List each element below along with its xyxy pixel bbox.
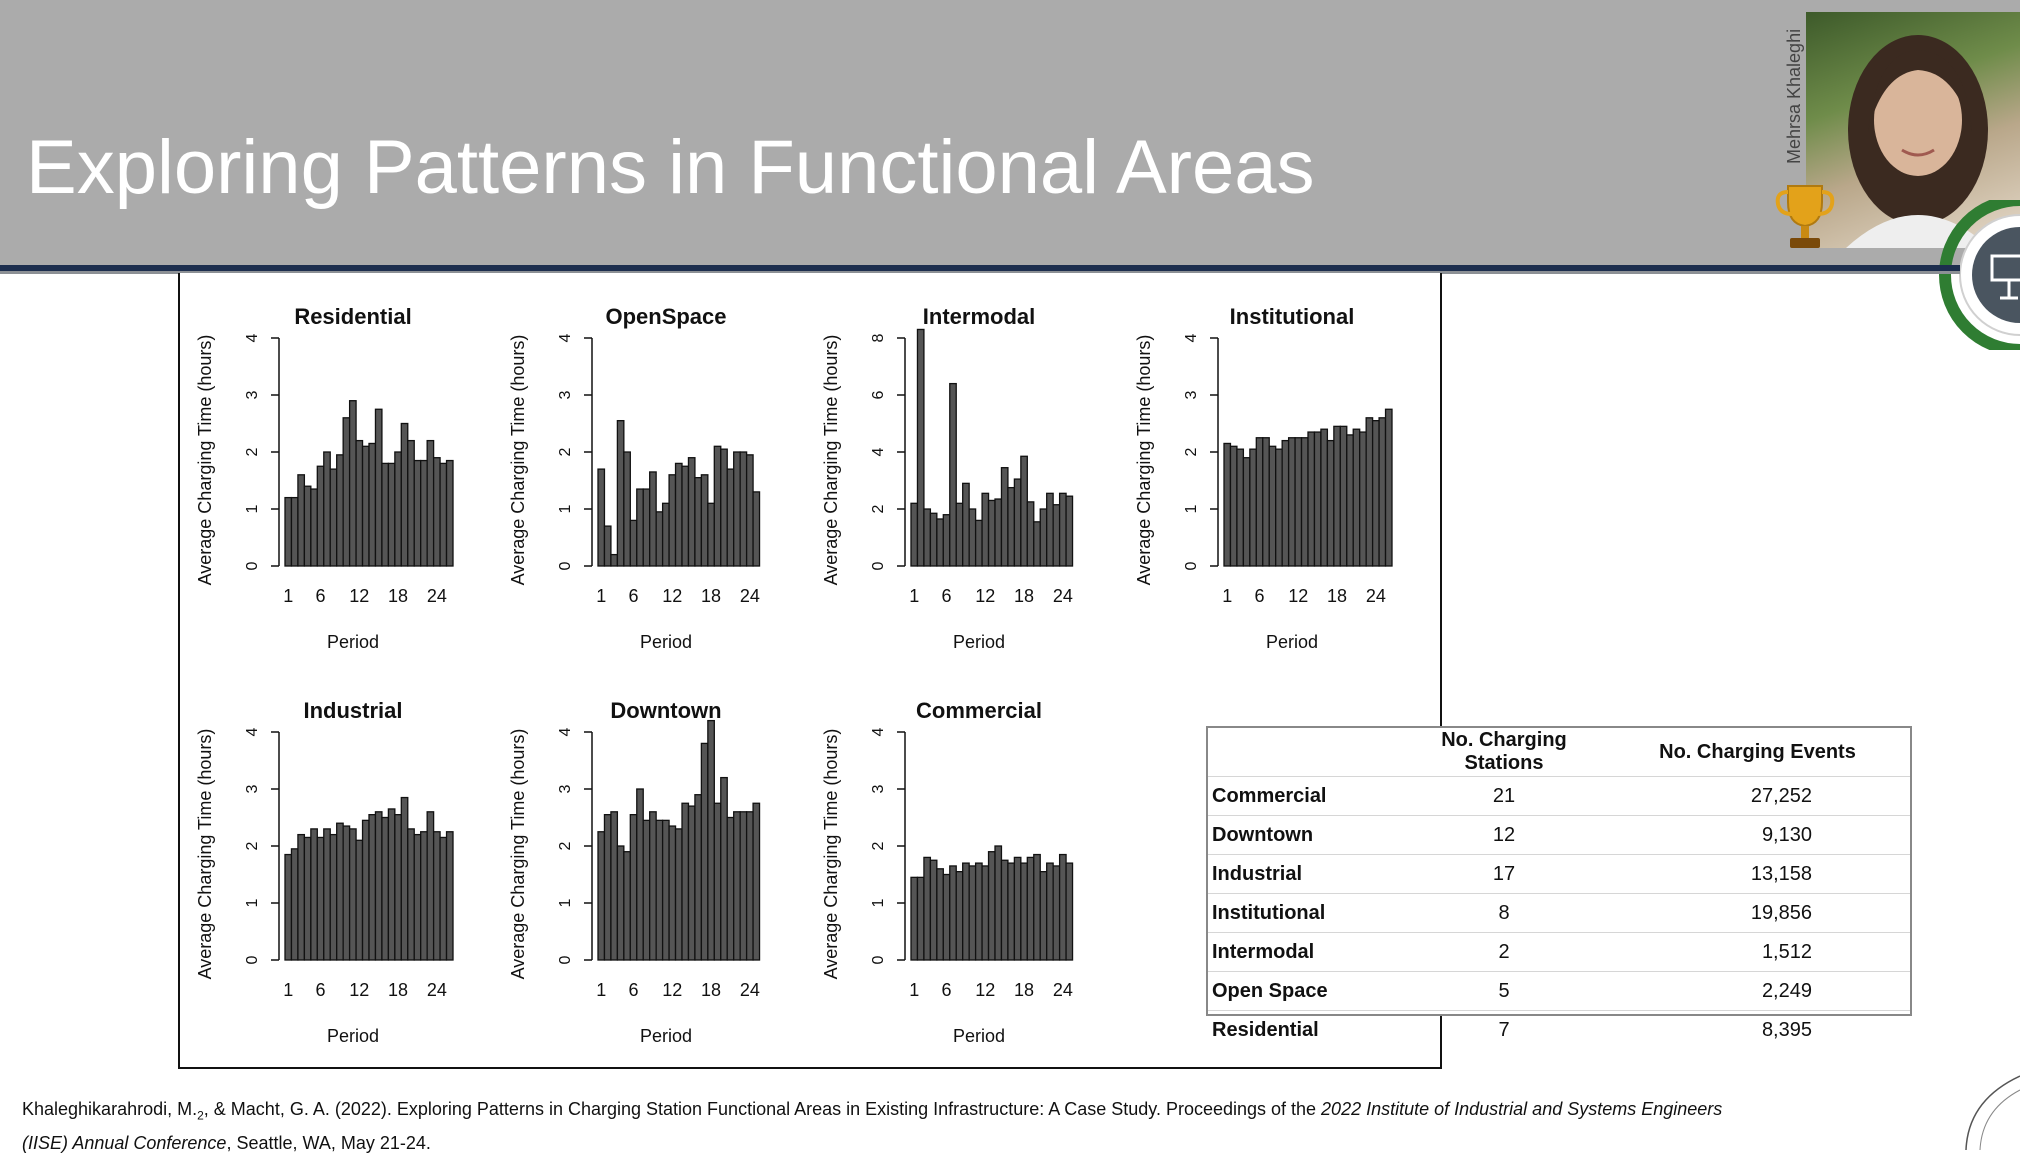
presenter-name: Mehrsa Khaleghi xyxy=(1784,28,1804,164)
table-cell-stations: 7 xyxy=(1498,1018,1510,1041)
table-cell-events: 27,252 xyxy=(1750,784,1812,807)
slide-header xyxy=(0,0,2020,265)
presenter-avatar-icon xyxy=(1846,35,1990,248)
header-rule-secondary xyxy=(0,271,1960,274)
table-cell-area: Industrial xyxy=(1212,862,1303,885)
table-cell-events: 1,512 xyxy=(1761,940,1812,963)
table-cell-events: 19,856 xyxy=(1750,901,1812,924)
table-cell-stations: 8 xyxy=(1498,901,1510,924)
table-row: Residential 7 8,395 xyxy=(1208,1010,1910,1050)
citation-body: , & Macht, G. A. (2022). Exploring Patte… xyxy=(203,1099,1322,1119)
table-cell-events: 13,158 xyxy=(1750,862,1812,885)
stations-table: No. Charging Stations No. Charging Event… xyxy=(1206,726,1912,1041)
table-cell-stations: 21 xyxy=(1492,784,1516,807)
table-cell-area: Residential xyxy=(1212,1018,1319,1041)
presentation-screen-icon xyxy=(1939,200,2020,350)
header-rule xyxy=(0,265,1960,271)
table-row: Open Space 5 2,249 xyxy=(1208,971,1910,1011)
table-cell-area: Institutional xyxy=(1212,901,1326,924)
table-cell-events: 2,249 xyxy=(1761,979,1812,1002)
table-cell-stations: 2 xyxy=(1498,940,1510,963)
table-cell-area: Intermodal xyxy=(1212,940,1315,963)
table-row: Industrial 17 13,158 xyxy=(1208,854,1910,894)
table-cell-stations: 5 xyxy=(1498,979,1510,1002)
table-cell-events: 8,395 xyxy=(1761,1018,1812,1041)
table-header-stations: No. Charging Stations xyxy=(1441,729,1567,774)
table-cell-area: Downtown xyxy=(1212,823,1314,846)
citation-author-sub: 2 xyxy=(197,1108,204,1123)
corner-swoosh-icon xyxy=(1965,1075,2020,1150)
citation: Khaleghikarahrodi, M.2, & Macht, G. A. (… xyxy=(22,1096,1762,1157)
table-cell-area: Open Space xyxy=(1212,979,1328,1002)
table-header-events: No. Charging Events xyxy=(1659,740,1856,763)
citation-venue: 2022 Institute of Industrial and Systems… xyxy=(22,1099,1723,1153)
trophy-icon xyxy=(1775,185,1835,248)
table-cell-stations: 17 xyxy=(1492,862,1516,885)
table-row: Institutional 8 19,856 xyxy=(1208,893,1910,933)
table-row: Downtown 12 9,130 xyxy=(1208,815,1910,855)
table-header-area xyxy=(1208,728,1403,777)
table-cell-events: 9,130 xyxy=(1761,823,1812,846)
table-row: Commercial 21 27,252 xyxy=(1208,776,1910,816)
citation-tail: , Seattle, WA, May 21-24. xyxy=(226,1132,431,1153)
presenter-video xyxy=(1806,12,2020,248)
table-row: Intermodal 2 1,512 xyxy=(1208,932,1910,972)
table-cell-area: Commercial xyxy=(1212,784,1327,807)
citation-authors: Khaleghikarahrodi, M. xyxy=(22,1099,198,1119)
table-cell-stations: 12 xyxy=(1492,823,1516,846)
slide-title: Exploring Patterns in Functional Areas xyxy=(26,125,1315,210)
